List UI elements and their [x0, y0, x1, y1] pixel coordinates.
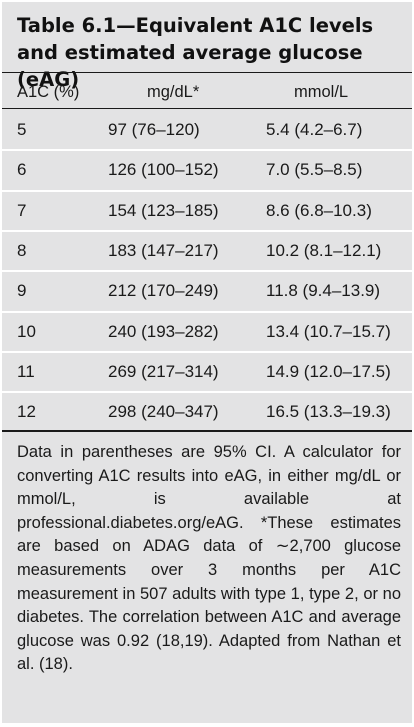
header-mgdl: mg/dL* — [147, 83, 200, 101]
table-row: 10 240 (193–282) 13.4 (10.7–15.7) — [2, 313, 412, 351]
cell-a1c: 9 — [17, 281, 27, 300]
cell-a1c: 11 — [17, 362, 35, 381]
header-a1c: A1C (%) — [17, 83, 80, 101]
cell-a1c: 7 — [17, 201, 27, 220]
cell-mmol: 16.5 (13.3–19.3) — [266, 402, 391, 421]
table-row: 12 298 (240–347) 16.5 (13.3–19.3) — [2, 393, 412, 431]
cell-mmol: 10.2 (8.1–12.1) — [266, 241, 382, 260]
row-separator — [2, 391, 412, 393]
cell-a1c: 6 — [17, 160, 27, 179]
cell-mmol: 13.4 (10.7–15.7) — [266, 322, 391, 341]
table-row: 8 183 (147–217) 10.2 (8.1–12.1) — [2, 232, 412, 270]
cell-mgdl: 212 (170–249) — [108, 281, 219, 300]
cell-mmol: 7.0 (5.5–8.5) — [266, 160, 363, 179]
header-rule — [2, 108, 412, 109]
row-separator — [2, 311, 412, 313]
row-separator — [2, 230, 412, 232]
table-row: 5 97 (76–120) 5.4 (4.2–6.7) — [2, 111, 412, 149]
cell-mmol: 14.9 (12.0–17.5) — [266, 362, 391, 381]
table-title: Table 6.1—Equivalent A1C levels and esti… — [17, 14, 374, 91]
header-mmol: mmol/L — [294, 83, 349, 101]
table-row: 7 154 (123–185) 8.6 (6.8–10.3) — [2, 192, 412, 230]
row-separator — [2, 351, 412, 353]
cell-mgdl: 269 (217–314) — [108, 362, 219, 381]
cell-mgdl: 298 (240–347) — [108, 402, 219, 421]
cell-mgdl: 240 (193–282) — [108, 322, 219, 341]
cell-mmol: 11.8 (9.4–13.9) — [266, 281, 381, 300]
cell-mmol: 5.4 (4.2–6.7) — [266, 120, 363, 139]
cell-mgdl: 126 (100–152) — [108, 160, 219, 179]
cell-mgdl: 154 (123–185) — [108, 201, 219, 220]
bottom-rule — [2, 430, 412, 432]
table-row: 9 212 (170–249) 11.8 (9.4–13.9) — [2, 272, 412, 310]
table-footnote: Data in parentheses are 95% CI. A calcul… — [17, 443, 401, 674]
cell-a1c: 8 — [17, 241, 27, 260]
cell-a1c: 10 — [17, 322, 36, 341]
row-separator — [2, 149, 412, 151]
row-separator — [2, 270, 412, 272]
row-separator — [2, 190, 412, 192]
cell-mmol: 8.6 (6.8–10.3) — [266, 201, 372, 220]
cell-mgdl: 97 (76–120) — [108, 120, 200, 139]
table-row: 11 269 (217–314) 14.9 (12.0–17.5) — [2, 353, 412, 391]
cell-a1c: 12 — [17, 402, 36, 421]
cell-mgdl: 183 (147–217) — [108, 241, 219, 260]
title-rule — [2, 72, 412, 73]
cell-a1c: 5 — [17, 120, 27, 139]
table-row: 6 126 (100–152) 7.0 (5.5–8.5) — [2, 151, 412, 189]
